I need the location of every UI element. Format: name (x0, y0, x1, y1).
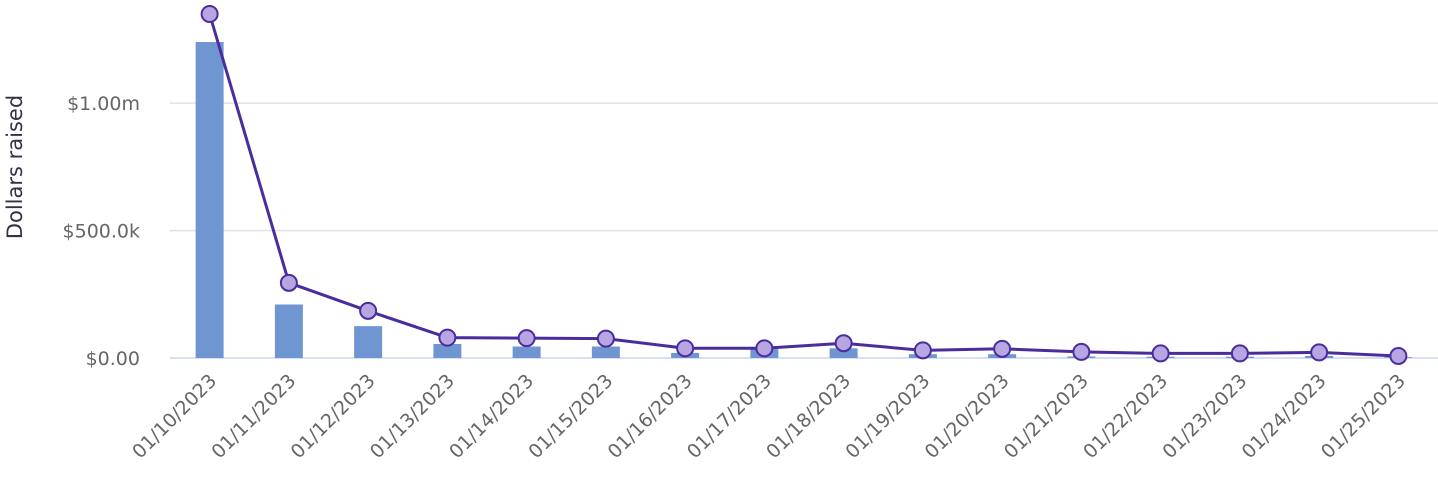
data-point (676, 339, 695, 358)
bar (591, 346, 620, 358)
x-tick-label: 01/10/2023 (128, 370, 221, 463)
data-point (993, 339, 1012, 358)
bar (354, 326, 383, 358)
bar-series (195, 42, 1413, 358)
data-point (834, 334, 853, 353)
series-line (208, 13, 1399, 358)
data-point (1151, 344, 1170, 363)
data-point (1310, 343, 1329, 362)
data-point (517, 329, 536, 348)
bar (195, 42, 224, 358)
y-axis-tick-labels: $0.00 $500.0k $1.00m (63, 93, 140, 370)
x-tick-label: 01/23/2023 (1158, 370, 1251, 463)
line-series (200, 5, 1408, 365)
x-tick-label: 01/25/2023 (1317, 370, 1410, 463)
data-point (279, 273, 298, 292)
y-axis-title: Dollars raised (3, 95, 27, 239)
x-tick-label: 01/13/2023 (366, 370, 459, 463)
data-point (200, 5, 219, 23)
x-tick-label: 01/14/2023 (445, 370, 538, 463)
x-tick-label: 01/22/2023 (1079, 370, 1172, 463)
x-tick-label: 01/17/2023 (683, 370, 776, 463)
grid-lines (170, 102, 1438, 359)
y-tick-label: $0.00 (86, 348, 140, 370)
data-point (913, 341, 932, 360)
data-point (755, 339, 774, 358)
x-tick-label: 01/24/2023 (1238, 370, 1331, 463)
x-tick-label: 01/19/2023 (841, 370, 934, 463)
bar (829, 348, 858, 358)
y-tick-label: $500.0k (63, 221, 140, 243)
bar (433, 343, 462, 358)
data-point (1072, 342, 1091, 361)
data-point (596, 329, 615, 348)
x-tick-label: 01/16/2023 (604, 370, 697, 463)
x-tick-label: 01/18/2023 (762, 370, 855, 463)
x-tick-label: 01/11/2023 (207, 370, 300, 463)
x-tick-label: 01/12/2023 (287, 370, 380, 463)
x-axis-tick-labels: 01/10/202301/11/202301/12/202301/13/2023… (128, 370, 1410, 463)
data-point (359, 301, 378, 320)
bar (512, 346, 541, 358)
x-tick-label: 01/15/2023 (524, 370, 617, 463)
bar (274, 304, 303, 358)
y-tick-label: $1.00m (67, 93, 140, 115)
x-tick-label: 01/21/2023 (1000, 370, 1093, 463)
data-point (1389, 346, 1408, 365)
data-point (438, 328, 457, 347)
x-tick-label: 01/20/2023 (921, 370, 1014, 463)
data-point (1230, 344, 1249, 363)
